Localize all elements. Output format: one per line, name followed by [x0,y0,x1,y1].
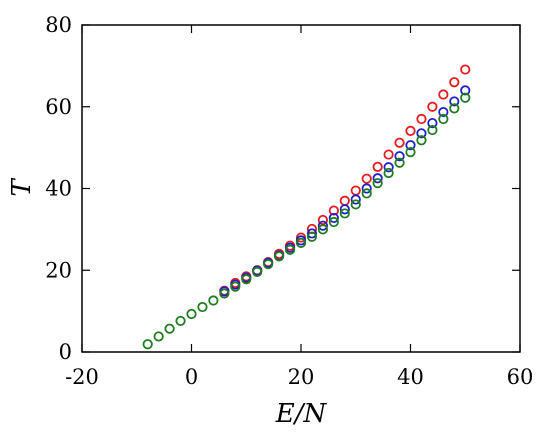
data-point [438,106,449,118]
data-point [460,85,471,96]
data-point [383,167,394,179]
x-tick-label: 0 [185,365,198,389]
series-2 [219,85,471,297]
data-point [219,288,230,299]
x-tick-label: 60 [507,365,534,389]
data-point [394,151,405,162]
data-point [306,228,318,239]
data-point [273,251,285,262]
data-point [241,274,252,285]
data-point [284,244,296,255]
data-point [416,128,427,139]
data-point [339,195,350,206]
data-point [142,339,153,350]
y-tick-label: 0 [59,340,72,364]
data-point [252,266,263,277]
data-point [328,205,339,216]
data-point [153,331,164,342]
data-point [263,259,274,270]
data-point [306,231,318,242]
data-point [350,194,361,205]
y-axis-label: T [7,178,37,197]
x-tick-label: 40 [397,365,424,389]
data-point [317,224,328,235]
data-point [427,101,438,112]
data-point [230,281,241,292]
series-3 [142,92,471,350]
data-point [405,147,416,158]
data-point [361,173,372,184]
y-axis-ticks: 0 20 40 60 80 [45,13,520,364]
data-point [164,323,175,334]
data-point [350,199,361,210]
data-point [339,208,350,219]
data-point [405,125,416,136]
data-point [175,315,186,327]
x-tick-label: -20 [65,365,99,389]
x-axis-ticks: -20 0 20 40 60 [65,25,533,389]
data-point [449,96,460,107]
data-point [460,92,471,103]
x-axis-label: E/N [275,399,328,429]
data-point [372,178,383,189]
plot-frame [81,24,521,353]
y-tick-label: 80 [45,13,72,37]
data-point [405,140,416,151]
data-point [427,118,438,129]
y-tick-label: 40 [45,177,72,201]
data-points [142,64,471,350]
data-point [438,89,449,100]
data-point [449,77,460,88]
y-tick-label: 60 [45,95,72,119]
data-point [328,216,339,228]
data-point [186,308,197,320]
data-point [317,220,328,231]
data-point [416,113,427,125]
data-point [383,162,394,173]
data-point [372,161,383,172]
data-point [339,204,350,215]
data-point [372,173,383,184]
data-point [449,103,460,114]
data-point [394,157,405,168]
data-point [361,183,372,194]
data-point [361,188,372,199]
data-point [197,301,208,313]
data-point [416,135,427,146]
x-tick-label: 20 [288,365,315,389]
series-1 [219,64,471,296]
data-point [394,137,405,148]
data-point [208,295,219,306]
data-point [350,185,361,196]
data-point [460,64,471,75]
data-point [383,149,394,160]
y-tick-label: 20 [45,258,72,282]
data-point [438,113,449,125]
data-point [328,212,339,224]
data-point [295,237,307,248]
data-point [317,214,328,226]
data-point [427,124,438,136]
